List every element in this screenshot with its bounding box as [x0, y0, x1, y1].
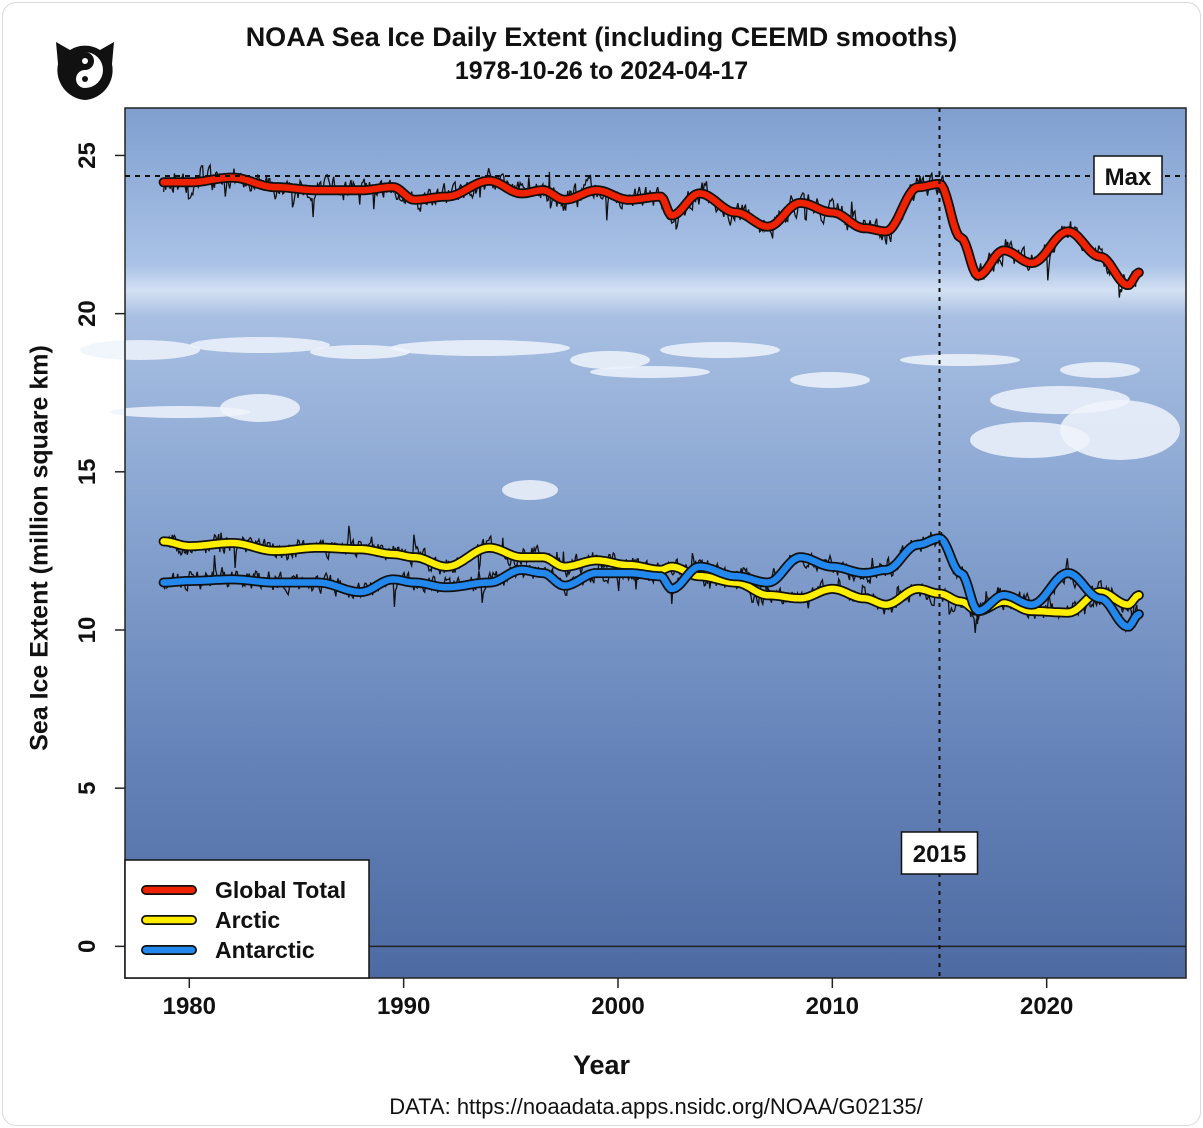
- ice-floe: [900, 354, 1020, 366]
- chart-subtitle: 1978-10-26 to 2024-04-17: [454, 57, 749, 85]
- x-tick-label: 1990: [377, 993, 430, 1020]
- ice-floe: [790, 372, 870, 388]
- legend-label: Antarctic: [215, 937, 315, 963]
- y-tick-label: 25: [74, 142, 101, 169]
- y-tick-label: 10: [74, 617, 101, 644]
- ice-floe: [110, 406, 250, 418]
- ice-floe: [970, 422, 1090, 458]
- year-2015-label: 2015: [913, 841, 966, 868]
- year-2015-box: [900, 831, 979, 875]
- smooth-line: [160, 174, 1143, 289]
- ice-floe: [590, 366, 710, 378]
- ice-floe: [570, 351, 650, 369]
- x-axis-label: Year: [572, 1050, 631, 1080]
- legend-label: Arctic: [215, 907, 280, 933]
- ice-floe: [80, 340, 200, 360]
- plot-border: [124, 107, 1187, 979]
- data-source: DATA: https://noaadata.apps.nsidc.org/NO…: [389, 1094, 923, 1119]
- x-tick-label: 2020: [1020, 993, 1073, 1020]
- legend-label: Global Total: [215, 877, 346, 903]
- yin-yang-logo: [56, 42, 114, 100]
- max-label-box: [1093, 155, 1163, 195]
- x-tick-label: 2010: [806, 993, 859, 1020]
- ice-floe: [310, 345, 410, 359]
- ice-floe: [502, 480, 558, 500]
- max-label: Max: [1105, 164, 1152, 191]
- plot-background: [125, 108, 1186, 978]
- y-tick-label: 20: [74, 300, 101, 327]
- smooth-line: [160, 535, 1143, 630]
- ice-floe: [1060, 362, 1140, 378]
- ice-floe: [390, 340, 570, 356]
- x-tick-label: 2000: [591, 993, 644, 1020]
- y-tick-label: 5: [74, 782, 101, 795]
- ice-floe: [660, 342, 780, 358]
- ice-floe: [1060, 400, 1180, 460]
- y-tick-label: 0: [74, 940, 101, 953]
- ice-floe: [190, 337, 330, 353]
- y-tick-label: 15: [74, 458, 101, 485]
- chart-title: NOAA Sea Ice Daily Extent (including CEE…: [245, 22, 958, 52]
- x-tick-label: 1980: [163, 993, 216, 1020]
